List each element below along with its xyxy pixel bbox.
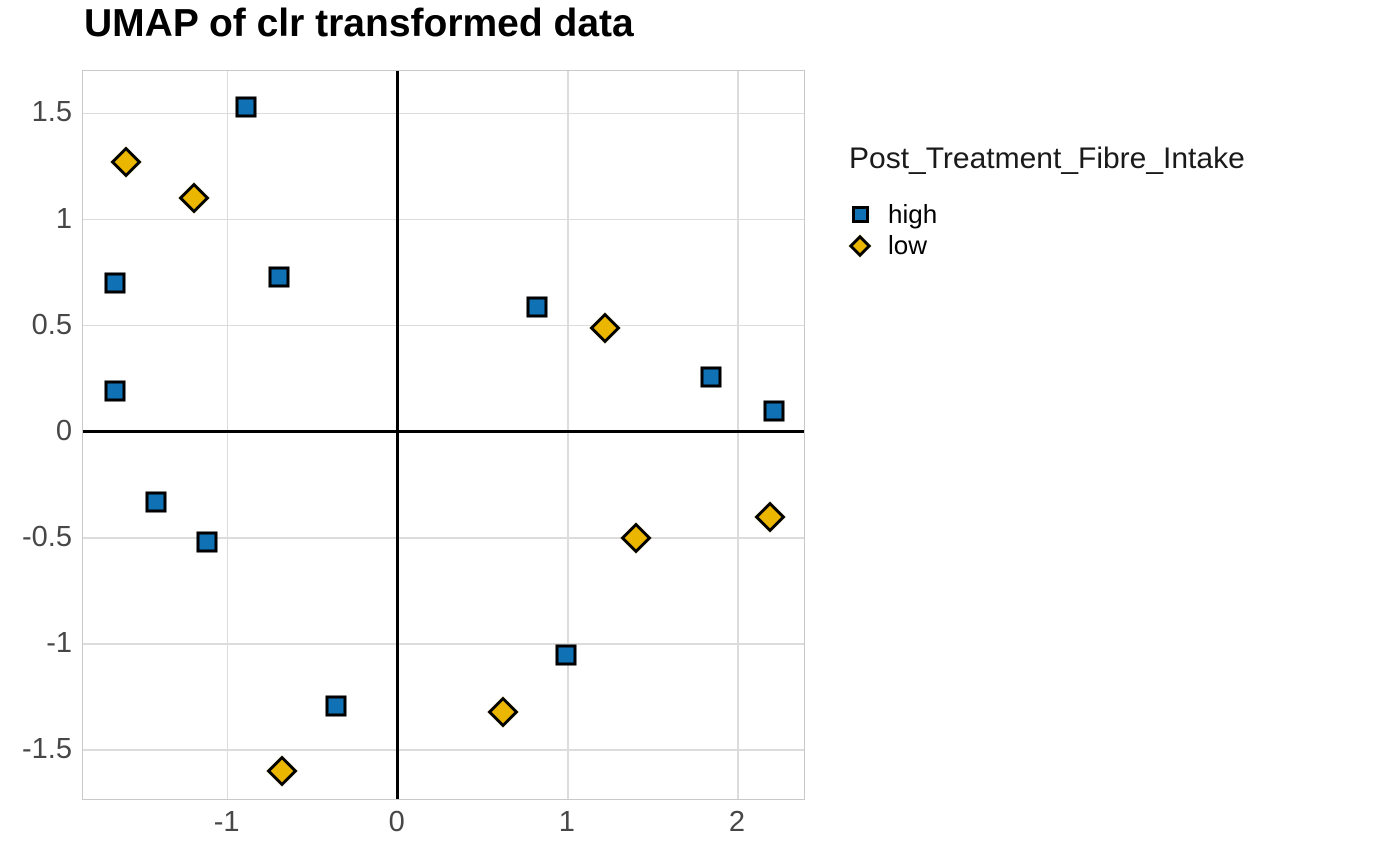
y-tick-label: -1.5 (22, 733, 72, 766)
data-point-high (104, 272, 126, 294)
data-point-low (266, 755, 298, 787)
data-point-low (487, 696, 519, 728)
data-point-high (268, 266, 290, 288)
legend-item-label: low (888, 230, 928, 260)
y-tick-label: -0.5 (22, 520, 72, 553)
legend-diamond-icon (848, 234, 872, 257)
data-point-high (555, 644, 577, 666)
y-tick-label: 0.5 (31, 308, 72, 341)
x-gridline (226, 71, 229, 799)
data-point-high (145, 491, 167, 513)
data-point-high (196, 531, 218, 553)
y-gridline (83, 218, 804, 221)
x-gridline (737, 71, 739, 799)
data-point-high (763, 400, 785, 422)
legend-keybox (848, 234, 872, 257)
zero-vline (396, 71, 400, 799)
data-point-high (700, 366, 722, 388)
legend-item-low: low (848, 230, 1245, 261)
y-gridline (83, 324, 804, 327)
legend-item-label: high (888, 199, 938, 229)
data-point-high (325, 695, 347, 716)
legend: Post_Treatment_Fibre_Intake high low (848, 141, 1245, 261)
plot-panel (82, 70, 805, 800)
legend-keybox (849, 204, 871, 226)
x-tick-label: 2 (728, 806, 745, 838)
legend-item-high: high (849, 199, 1245, 230)
y-gridline (83, 749, 804, 751)
y-tick-label: -1 (46, 626, 72, 659)
data-point-low (178, 182, 210, 214)
x-gridline (567, 71, 569, 799)
x-tick-label: 0 (388, 806, 405, 838)
legend-title: Post_Treatment_Fibre_Intake (849, 142, 1245, 175)
data-point-low (754, 501, 786, 533)
legend-square-icon (851, 206, 869, 223)
data-point-high (526, 296, 548, 318)
x-tick-label: 1 (558, 806, 575, 838)
data-point-low (620, 522, 652, 554)
y-tick-label: 1 (55, 202, 72, 235)
data-point-low (589, 312, 621, 344)
x-tick-label: -1 (213, 806, 240, 838)
chart-title: UMAP of clr transformed data (84, 2, 634, 45)
data-point-high (104, 380, 126, 402)
legend-items: high low (848, 199, 1245, 261)
y-gridline (83, 537, 804, 539)
zero-hline (83, 430, 804, 434)
data-point-low (109, 146, 142, 178)
y-tick-label: 1.5 (31, 96, 72, 129)
y-gridline (83, 643, 804, 645)
y-gridline (83, 112, 804, 115)
y-tick-label: 0 (55, 414, 72, 447)
data-point-high (235, 96, 257, 118)
